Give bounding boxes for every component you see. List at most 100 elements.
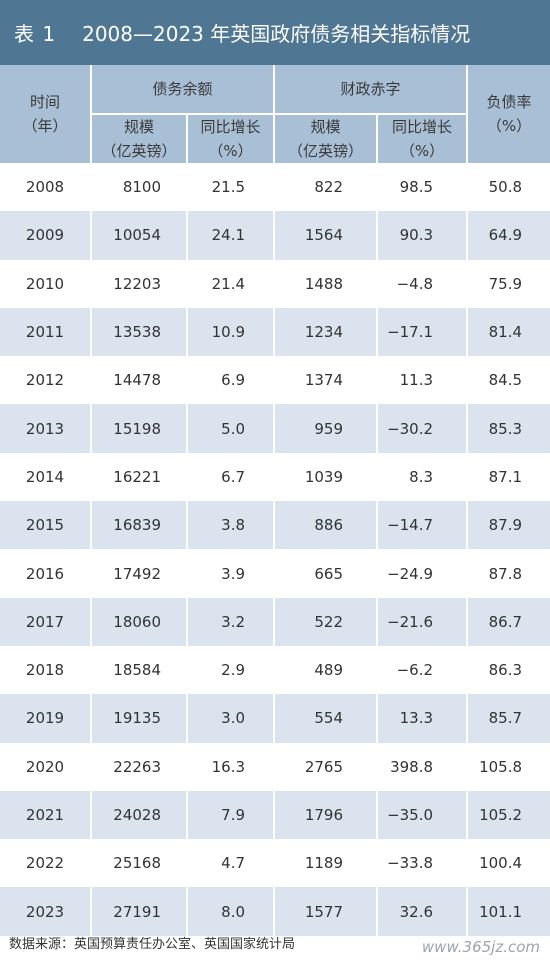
cell-debt-growth: 21.5 xyxy=(185,163,275,212)
cell-debt-ratio: 100.4 xyxy=(466,839,550,888)
header-ratio-label: 负债率 （%） xyxy=(486,93,532,135)
header-deficit-growth-label: 同比增长 （%） xyxy=(392,118,453,160)
header-deficit-growth: 同比增长 （%） xyxy=(376,114,468,163)
cell-deficit-growth: −6.2 xyxy=(376,645,468,695)
table-row: 2014 16221 6.7 1039 8.3 87.1 xyxy=(0,452,550,502)
cell-debt-scale: 14478 xyxy=(90,356,187,405)
cell-deficit-scale: 489 xyxy=(273,645,378,695)
cell-year: 2009 xyxy=(0,211,91,260)
table-row: 2008 8100 21.5 822 98.5 50.8 xyxy=(0,163,550,212)
cell-debt-growth: 3.0 xyxy=(185,694,275,743)
cell-deficit-scale: 822 xyxy=(273,163,378,212)
cell-debt-scale: 8100 xyxy=(90,163,187,212)
cell-debt-ratio: 87.9 xyxy=(466,501,550,550)
cell-year: 2013 xyxy=(0,404,91,453)
cell-debt-scale: 13538 xyxy=(90,307,187,357)
cell-year: 2020 xyxy=(0,742,91,791)
cell-year: 2011 xyxy=(0,307,91,357)
cell-deficit-growth: −33.8 xyxy=(376,839,468,888)
cell-debt-scale: 25168 xyxy=(90,839,187,888)
table-row: 2021 24028 7.9 1796 −35.0 105.2 xyxy=(0,790,550,840)
cell-debt-scale: 27191 xyxy=(90,887,187,936)
cell-deficit-growth: −17.1 xyxy=(376,307,468,357)
cell-debt-growth: 8.0 xyxy=(185,887,275,936)
header-year-label: 时间 （年） xyxy=(22,93,68,135)
cell-debt-scale: 15198 xyxy=(90,404,187,453)
cell-debt-growth: 16.3 xyxy=(185,742,275,791)
table-title: 2008—2023 年英国政府债务相关指标情况 xyxy=(82,22,471,46)
table-title-bar: 表 1 2008—2023 年英国政府债务相关指标情况 xyxy=(0,0,550,65)
header-deficit-scale: 规模 （亿英镑） xyxy=(273,114,378,163)
cell-debt-ratio: 87.8 xyxy=(466,549,550,598)
cell-debt-scale: 18060 xyxy=(90,597,187,646)
cell-deficit-growth: −30.2 xyxy=(376,404,468,453)
cell-deficit-growth: −21.6 xyxy=(376,597,468,646)
cell-deficit-scale: 1374 xyxy=(273,356,378,405)
cell-debt-scale: 22263 xyxy=(90,742,187,791)
cell-year: 2008 xyxy=(0,163,91,212)
table-row: 2022 25168 4.7 1189 −33.8 100.4 xyxy=(0,839,550,888)
cell-debt-ratio: 84.5 xyxy=(466,356,550,405)
cell-debt-scale: 16839 xyxy=(90,501,187,550)
cell-deficit-scale: 1564 xyxy=(273,211,378,260)
cell-deficit-growth: 8.3 xyxy=(376,452,468,502)
header-debt-scale-label: 规模 （亿英镑） xyxy=(101,118,177,160)
cell-debt-scale: 17492 xyxy=(90,549,187,598)
header-year: 时间 （年） xyxy=(0,65,91,163)
cell-debt-ratio: 101.1 xyxy=(466,887,550,936)
table-row: 2015 16839 3.8 886 −14.7 87.9 xyxy=(0,501,550,550)
cell-debt-scale: 18584 xyxy=(90,645,187,695)
cell-deficit-scale: 886 xyxy=(273,501,378,550)
debt-table: 时间 （年） 债务余额 财政赤字 负债率 （%） 规模 （亿英镑） 同比增长 （… xyxy=(0,65,550,936)
cell-debt-ratio: 64.9 xyxy=(466,211,550,260)
cell-debt-ratio: 105.8 xyxy=(466,742,550,791)
cell-debt-growth: 2.9 xyxy=(185,645,275,695)
cell-deficit-growth: 32.6 xyxy=(376,887,468,936)
cell-debt-ratio: 81.4 xyxy=(466,307,550,357)
watermark: www.365jz.com xyxy=(421,938,540,956)
header-debt-scale: 规模 （亿英镑） xyxy=(90,114,187,163)
cell-deficit-scale: 1189 xyxy=(273,839,378,888)
table-row: 2013 15198 5.0 959 −30.2 85.3 xyxy=(0,404,550,453)
cell-deficit-scale: 1796 xyxy=(273,790,378,840)
cell-deficit-scale: 1234 xyxy=(273,307,378,357)
table-row: 2018 18584 2.9 489 −6.2 86.3 xyxy=(0,645,550,695)
table-row: 2009 10054 24.1 1564 90.3 64.9 xyxy=(0,211,550,260)
cell-deficit-scale: 1488 xyxy=(273,259,378,308)
cell-deficit-scale: 665 xyxy=(273,549,378,598)
cell-debt-ratio: 50.8 xyxy=(466,163,550,212)
cell-deficit-scale: 522 xyxy=(273,597,378,646)
cell-deficit-growth: −4.8 xyxy=(376,259,468,308)
cell-debt-growth: 24.1 xyxy=(185,211,275,260)
cell-debt-growth: 6.9 xyxy=(185,356,275,405)
cell-debt-scale: 19135 xyxy=(90,694,187,743)
cell-deficit-growth: −35.0 xyxy=(376,790,468,840)
cell-year: 2017 xyxy=(0,597,91,646)
cell-debt-growth: 4.7 xyxy=(185,839,275,888)
header-ratio: 负债率 （%） xyxy=(466,65,550,163)
cell-debt-ratio: 86.3 xyxy=(466,645,550,695)
cell-debt-ratio: 105.2 xyxy=(466,790,550,840)
cell-deficit-growth: −14.7 xyxy=(376,501,468,550)
cell-deficit-growth: 11.3 xyxy=(376,356,468,405)
cell-year: 2014 xyxy=(0,452,91,502)
cell-year: 2015 xyxy=(0,501,91,550)
table-row: 2017 18060 3.2 522 −21.6 86.7 xyxy=(0,597,550,646)
cell-deficit-scale: 554 xyxy=(273,694,378,743)
table-row: 2012 14478 6.9 1374 11.3 84.5 xyxy=(0,356,550,405)
cell-deficit-growth: −24.9 xyxy=(376,549,468,598)
cell-debt-growth: 10.9 xyxy=(185,307,275,357)
cell-debt-growth: 6.7 xyxy=(185,452,275,502)
cell-deficit-growth: 398.8 xyxy=(376,742,468,791)
cell-debt-ratio: 87.1 xyxy=(466,452,550,502)
cell-debt-scale: 12203 xyxy=(90,259,187,308)
cell-debt-ratio: 75.9 xyxy=(466,259,550,308)
table-number: 表 1 xyxy=(14,22,57,46)
header-debt-group: 债务余额 xyxy=(89,65,275,115)
cell-debt-growth: 3.9 xyxy=(185,549,275,598)
table-row: 2011 13538 10.9 1234 −17.1 81.4 xyxy=(0,307,550,357)
data-source-note: 数据来源：英国预算责任办公室、英国国家统计局 xyxy=(9,937,296,952)
cell-deficit-growth: 13.3 xyxy=(376,694,468,743)
cell-deficit-scale: 1577 xyxy=(273,887,378,936)
cell-debt-ratio: 85.7 xyxy=(466,694,550,743)
